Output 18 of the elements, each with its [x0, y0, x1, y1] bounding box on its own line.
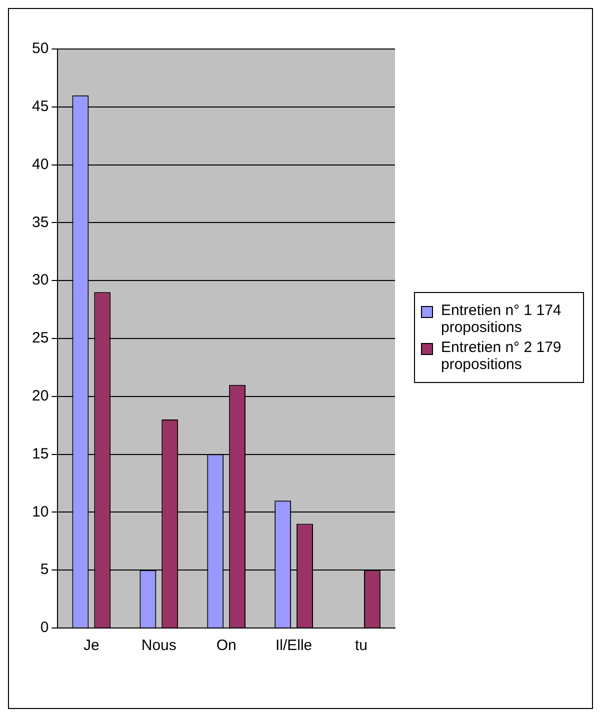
x-tick-label: tu [355, 637, 368, 654]
legend-label: Entretien n° 2 179 propositions [441, 339, 562, 373]
x-tick-label: Nous [141, 637, 176, 654]
x-tick-label: Il/Elle [275, 637, 312, 654]
y-tick-label: 15 [32, 445, 49, 462]
y-tick-label: 25 [32, 330, 49, 347]
y-tick-label: 40 [32, 156, 49, 173]
y-tick-label: 30 [32, 272, 49, 289]
legend-label: Entretien n° 1 174 propositions [441, 302, 562, 336]
x-tick-label: On [216, 637, 236, 654]
y-tick-label: 20 [32, 388, 49, 405]
y-tick-label: 5 [40, 561, 49, 578]
x-tick-label: Je [83, 637, 100, 654]
y-tick-label: 50 [32, 40, 49, 58]
y-tick-label: 35 [32, 214, 49, 231]
y-tick-label: 0 [40, 619, 49, 636]
y-tick-label: 10 [32, 503, 49, 520]
y-tick-label: 45 [32, 98, 49, 116]
